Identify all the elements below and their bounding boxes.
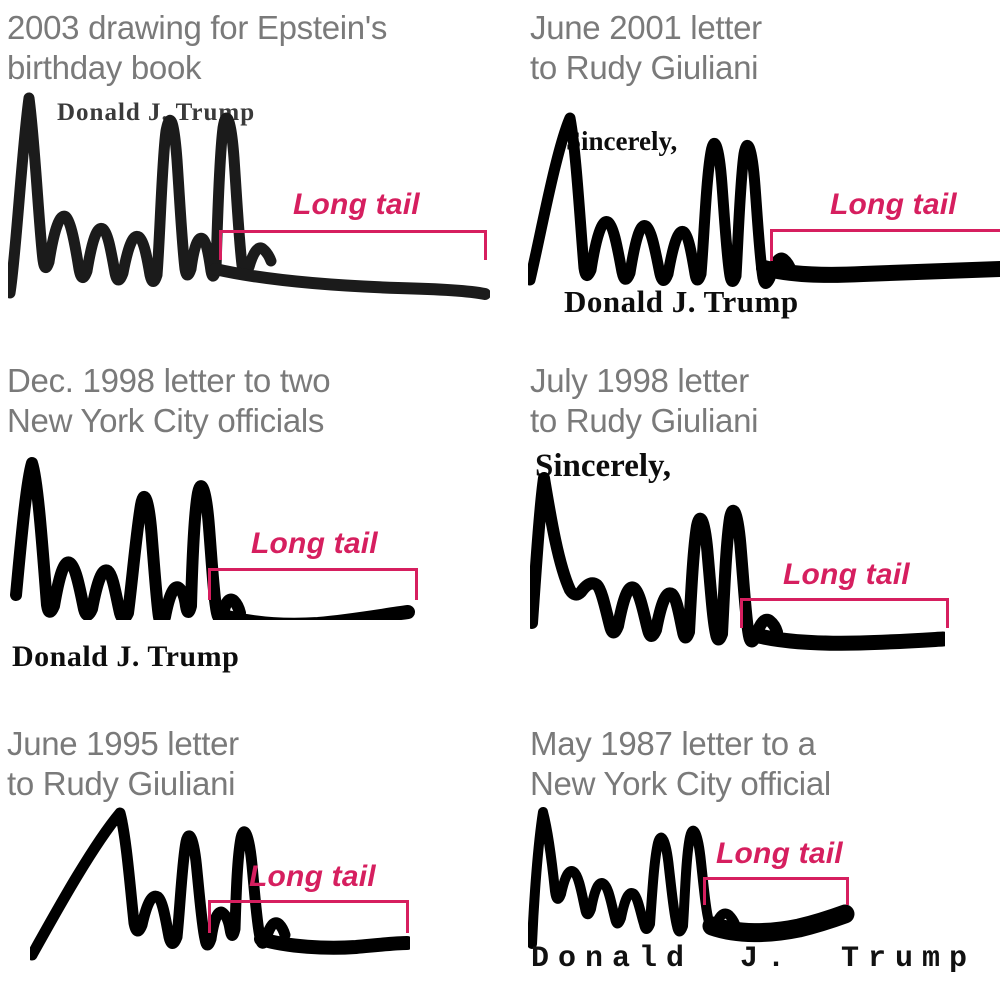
printed-name-text: Donald J. Trump xyxy=(12,640,240,673)
signature-image-jul-1998 xyxy=(530,472,945,651)
caption-line: June 2001 letter xyxy=(530,9,762,46)
long-tail-bracket xyxy=(740,598,949,628)
long-tail-bracket xyxy=(703,877,849,905)
sincerely-text: Sincerely, xyxy=(535,448,671,484)
signature-image-2003 xyxy=(8,92,490,300)
caption-line: New York City officials xyxy=(7,402,325,439)
caption-line: to Rudy Giuliani xyxy=(530,49,759,86)
panel-5-caption: June 1995 letter to Rudy Giuliani xyxy=(7,724,239,804)
signature-image-dec-1998 xyxy=(10,457,415,620)
caption-line: May 1987 letter to a xyxy=(530,725,816,762)
caption-line: to Rudy Giuliani xyxy=(530,402,759,439)
long-tail-label: Long tail xyxy=(830,188,957,221)
panel-2-caption: June 2001 letter to Rudy Giuliani xyxy=(530,8,762,88)
panel-6-caption: May 1987 letter to a New York City offic… xyxy=(530,724,831,804)
signature-image-1995 xyxy=(30,807,410,961)
long-tail-label: Long tail xyxy=(783,558,910,591)
long-tail-bracket xyxy=(219,230,487,260)
signature-image-1987 xyxy=(528,807,855,949)
caption-line: New York City official xyxy=(530,765,831,802)
long-tail-bracket xyxy=(208,900,409,933)
caption-line: birthday book xyxy=(7,49,202,86)
long-tail-label: Long tail xyxy=(249,860,376,893)
sincerely-text: Sincerely, xyxy=(566,126,678,156)
caption-line: July 1998 letter xyxy=(530,362,749,399)
long-tail-label: Long tail xyxy=(716,837,843,870)
caption-line: June 1995 letter xyxy=(7,725,239,762)
panel-4-caption: July 1998 letter to Rudy Giuliani xyxy=(530,361,758,441)
caption-line: to Rudy Giuliani xyxy=(7,765,236,802)
panel-3-caption: Dec. 1998 letter to two New York City of… xyxy=(7,361,331,441)
printed-name-text: Donald J. Trump xyxy=(564,284,799,319)
signature-image-2001 xyxy=(528,112,1000,289)
long-tail-label: Long tail xyxy=(293,188,420,221)
long-tail-label: Long tail xyxy=(251,527,378,560)
caption-line: Dec. 1998 letter to two xyxy=(7,362,331,399)
caption-line: 2003 drawing for Epstein's xyxy=(7,9,388,46)
typed-name-text: Donald J. Trump xyxy=(531,942,977,976)
long-tail-bracket xyxy=(770,229,1000,261)
long-tail-bracket xyxy=(208,568,418,600)
panel-1-caption: 2003 drawing for Epstein's birthday book xyxy=(7,8,387,88)
